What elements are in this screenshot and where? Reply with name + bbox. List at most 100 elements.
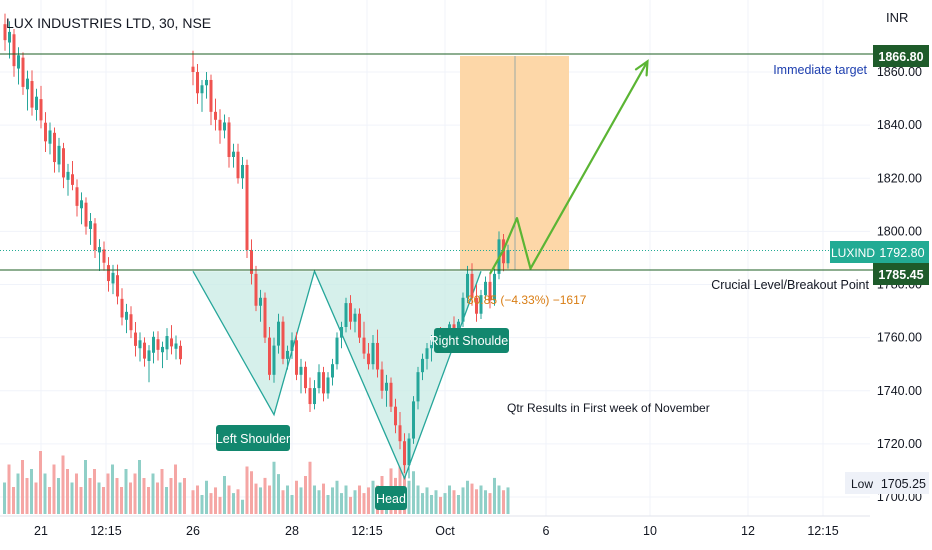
- candle-body: [179, 345, 182, 360]
- candle-body: [349, 303, 352, 322]
- volume-bar: [313, 485, 316, 514]
- head-label: Head: [376, 492, 406, 506]
- candle-body: [241, 164, 244, 179]
- volume-bar: [353, 490, 357, 514]
- candle-body: [111, 272, 115, 284]
- candle-body: [493, 273, 496, 301]
- volume-bar: [183, 478, 186, 514]
- candle-body: [488, 281, 492, 301]
- volume-bar: [57, 478, 60, 514]
- y-tick-label: 1720.00: [877, 437, 922, 451]
- measure-readout: 80.85 (−4.33%) −1617: [467, 293, 587, 307]
- candle-body: [80, 200, 83, 209]
- candle-body: [209, 79, 213, 112]
- volume-bar: [236, 489, 240, 514]
- candle-body: [484, 281, 487, 296]
- x-tick-label: 12: [741, 524, 755, 538]
- volume-bar: [295, 480, 298, 514]
- volume-bar: [39, 451, 42, 514]
- volume-bar: [326, 495, 330, 514]
- volume-bar: [97, 482, 101, 514]
- volume-bar: [75, 473, 78, 514]
- candle-body: [281, 321, 285, 359]
- volume-bar: [214, 487, 217, 514]
- volume-bar: [268, 485, 271, 514]
- volume-bar: [439, 496, 442, 514]
- volume-bar: [151, 473, 155, 514]
- candle-body: [200, 85, 204, 94]
- volume-bar: [200, 495, 204, 514]
- volume-bar: [209, 493, 213, 514]
- x-tick-label: 26: [186, 524, 200, 538]
- candle-body: [62, 148, 65, 178]
- candle-body: [412, 401, 415, 439]
- volume-bar: [421, 493, 424, 514]
- volume-bar: [16, 473, 20, 514]
- candle-body: [12, 34, 16, 67]
- price-level-lines: [0, 53, 873, 271]
- right-shoulder-label-bg: [434, 328, 509, 353]
- candle-body: [299, 366, 303, 375]
- candle-body: [84, 202, 88, 227]
- candle-body: [326, 377, 330, 394]
- candle-body: [3, 24, 7, 41]
- volume-bar: [178, 482, 182, 514]
- volume-bar: [286, 485, 289, 514]
- low-label: Low: [851, 477, 873, 491]
- volume-bar: [218, 496, 222, 514]
- candle-body: [66, 171, 70, 180]
- volume-bar: [250, 471, 253, 514]
- candle-body: [8, 31, 11, 43]
- volume-bar: [43, 473, 47, 514]
- candle-body: [75, 187, 79, 206]
- currency-label: INR: [886, 10, 909, 25]
- volume-bar: [475, 489, 478, 514]
- volume-bar: [340, 493, 343, 514]
- candle-body: [353, 313, 357, 322]
- volume-bar: [299, 487, 303, 514]
- y-tick-label: 1860.00: [877, 65, 922, 79]
- y-tick-label: 1740.00: [877, 384, 922, 398]
- candle-body: [389, 382, 393, 407]
- volume-bar: [448, 485, 451, 514]
- candle-body: [295, 340, 298, 375]
- annotations: Immediate target Crucial Level/Breakout …: [216, 63, 870, 510]
- candle-body: [286, 350, 289, 359]
- candle-body: [236, 151, 240, 179]
- candle-body: [214, 111, 217, 120]
- candle-body: [254, 273, 258, 306]
- candle-body: [53, 132, 56, 163]
- candle-body: [196, 72, 199, 94]
- volume-bar: [3, 482, 6, 514]
- volume-bar: [147, 487, 150, 514]
- volume-bar: [254, 483, 258, 514]
- left-shoulder-label-bg: [216, 425, 290, 451]
- volume-bar: [205, 480, 208, 514]
- volume-bar: [358, 485, 361, 514]
- volume-bar: [30, 469, 33, 514]
- candle-body: [290, 340, 294, 351]
- x-tick-label: 12:15: [351, 524, 382, 538]
- candle-body: [425, 348, 429, 359]
- volume-bar: [277, 474, 280, 514]
- projection-arrow: [489, 59, 649, 275]
- candle-body: [250, 249, 253, 274]
- candle-body: [89, 221, 92, 229]
- current-price-label: 1792.80: [879, 246, 924, 260]
- candle-body: [380, 369, 384, 391]
- volume-bar: [138, 460, 141, 514]
- candle-body: [272, 345, 276, 375]
- volume-bar: [232, 493, 235, 514]
- volume-bar: [102, 487, 105, 514]
- y-tick-label: 1760.00: [877, 331, 922, 345]
- volume-bar: [48, 487, 51, 514]
- volume-bar: [367, 487, 370, 514]
- breakout-price-label: 1785.45: [878, 268, 923, 282]
- volume-bar: [457, 495, 460, 514]
- candle-body: [452, 324, 456, 330]
- candle-body: [218, 119, 222, 131]
- target-price-label-bg: [873, 45, 929, 67]
- candle-body: [245, 164, 249, 250]
- candle-body: [223, 122, 226, 131]
